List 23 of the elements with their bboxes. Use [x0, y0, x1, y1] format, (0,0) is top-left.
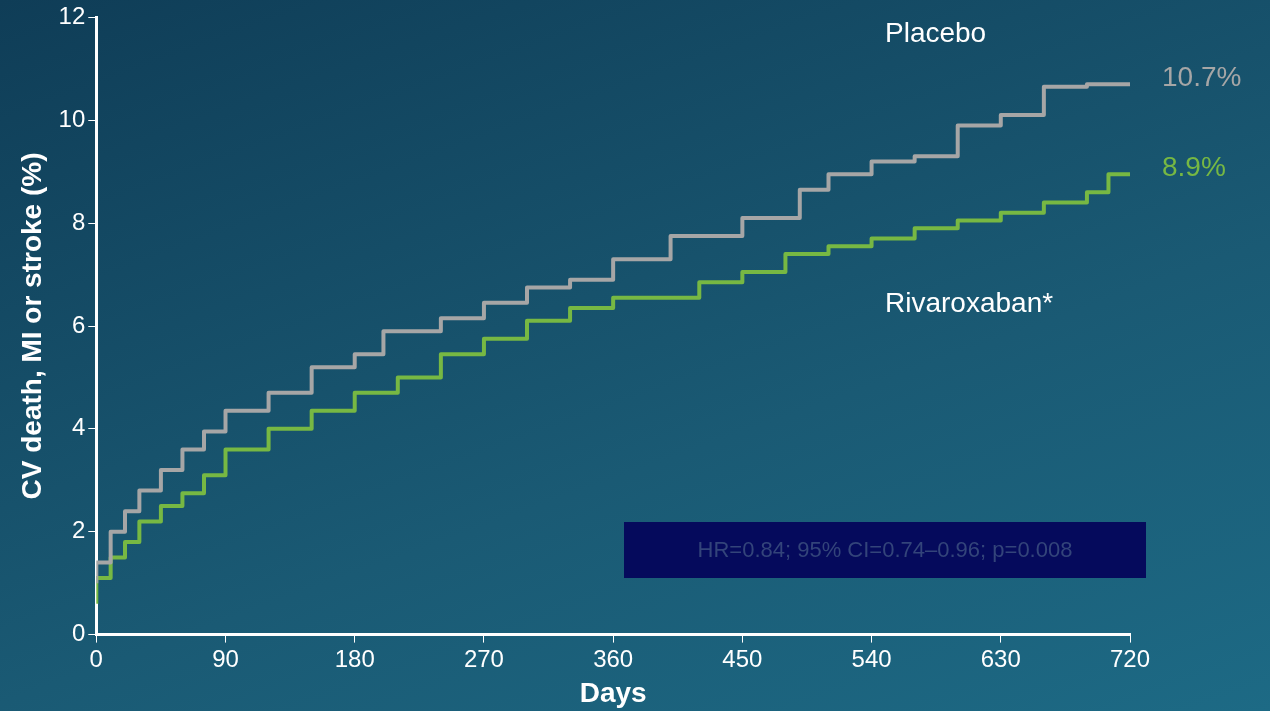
x-tick-label: 0	[89, 644, 103, 672]
y-tick-label: 2	[71, 516, 86, 544]
x-tick-label: 360	[593, 644, 634, 672]
annotation: 10.7%	[1162, 60, 1242, 92]
y-tick-label: 0	[71, 619, 86, 647]
series-label: Rivaroxaban*	[885, 286, 1054, 318]
y-tick-label: 12	[58, 2, 86, 30]
y-axis-title: CV death, MI or stroke (%)	[15, 152, 47, 500]
x-axis-title: Days	[579, 676, 647, 708]
x-tick-label: 90	[212, 644, 239, 672]
x-tick-label: 630	[980, 644, 1021, 672]
y-tick-label: 4	[71, 413, 86, 441]
x-tick-label: 270	[463, 644, 504, 672]
x-tick-label: 180	[334, 644, 375, 672]
text-box: HR=0.84; 95% CI=0.74–0.96; p=0.008	[624, 522, 1146, 578]
y-tick-label: 10	[58, 104, 86, 132]
text: Placebo	[885, 16, 987, 48]
y-tick-label: 8	[71, 207, 86, 235]
x-tick-label: 450	[722, 644, 763, 672]
x-tick-label: 720	[1109, 644, 1151, 672]
x-tick-label: 540	[851, 644, 892, 672]
y-tick-label: 6	[71, 310, 86, 338]
annotation: 8.9%	[1162, 150, 1226, 182]
